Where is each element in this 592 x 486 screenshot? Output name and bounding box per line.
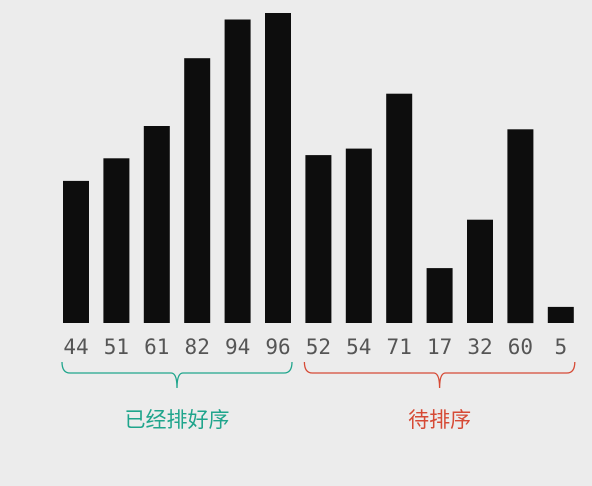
bar-6 (305, 155, 332, 323)
value-label-1: 51 (104, 335, 129, 359)
value-label-6: 52 (306, 335, 331, 359)
bar-8 (386, 93, 413, 323)
bar-11 (507, 129, 534, 324)
group-braces: 已经排好序 待排序 (61, 361, 576, 432)
value-label-11: 60 (508, 335, 533, 359)
value-label-3: 82 (185, 335, 210, 359)
bar-1 (103, 158, 130, 323)
bar-7 (345, 148, 372, 323)
group-label-1: 待排序 (408, 408, 471, 432)
value-label-8: 71 (387, 335, 412, 359)
bar-4 (224, 19, 251, 323)
value-label-12: 5 (554, 335, 567, 359)
value-label-10: 32 (467, 335, 492, 359)
bar-5 (265, 13, 291, 323)
bar-2 (143, 126, 170, 323)
group-brace-0 (61, 361, 293, 389)
value-label-0: 44 (63, 335, 88, 359)
value-label-5: 96 (265, 335, 290, 359)
group-brace-1 (303, 361, 576, 389)
bar-0 (63, 180, 89, 323)
bar-12 (547, 306, 574, 323)
bar-9 (426, 268, 453, 323)
value-label-9: 17 (427, 335, 452, 359)
bar-10 (467, 219, 493, 323)
bar-3 (184, 58, 211, 323)
value-label-4: 94 (225, 335, 250, 359)
value-label-2: 61 (144, 335, 169, 359)
value-label-7: 54 (346, 335, 371, 359)
bars (63, 13, 574, 324)
value-labels: 44 51 61 82 94 96 52 54 71 17 32 60 5 (63, 335, 567, 359)
group-label-0: 已经排好序 (125, 408, 230, 432)
